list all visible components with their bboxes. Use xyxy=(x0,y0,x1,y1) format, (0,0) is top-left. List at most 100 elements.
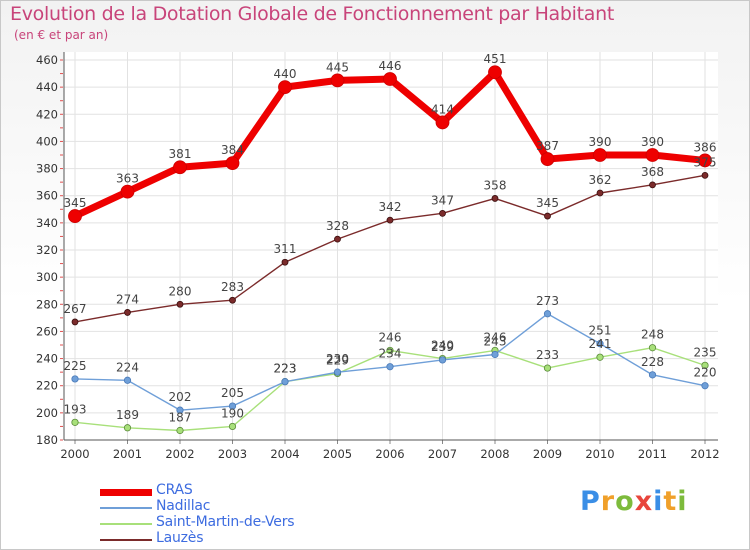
data-label-nadillac: 224 xyxy=(116,360,139,374)
data-label-lauz-s: 368 xyxy=(641,165,664,179)
data-point-lauz-s xyxy=(596,189,604,197)
data-label-lauz-s: 274 xyxy=(116,292,139,306)
data-label-nadillac: 243 xyxy=(484,335,507,349)
data-point-nadillac xyxy=(386,363,394,371)
data-point-cras xyxy=(173,160,187,175)
data-point-cras xyxy=(383,72,397,86)
data-point-nadillac xyxy=(543,310,552,318)
data-point-nadillac xyxy=(71,375,79,383)
y-tick-label: 380 xyxy=(36,162,58,176)
data-label-saint-martin-de-vers: 190 xyxy=(221,406,244,420)
data-label-nadillac: 205 xyxy=(221,386,244,400)
data-label-saint-martin-de-vers: 229 xyxy=(326,354,349,368)
data-label-lauz-s: 375 xyxy=(694,155,717,169)
data-point-nadillac xyxy=(648,371,657,379)
legend-label: CRAS xyxy=(156,482,193,498)
data-label-nadillac: 220 xyxy=(694,366,717,380)
data-point-saint-martin-de-vers xyxy=(543,364,552,372)
data-label-nadillac: 230 xyxy=(326,352,349,366)
y-tick-label: 400 xyxy=(36,134,58,148)
data-label-nadillac: 273 xyxy=(536,294,559,308)
y-tick-label: 280 xyxy=(36,297,58,311)
x-tick-label: 2003 xyxy=(218,447,247,461)
data-label-saint-martin-de-vers: 223 xyxy=(274,362,297,376)
legend-swatch xyxy=(100,539,152,541)
data-label-nadillac: 239 xyxy=(431,340,454,354)
data-label-lauz-s: 342 xyxy=(379,200,402,214)
data-label-cras: 445 xyxy=(326,60,349,74)
data-label-cras: 451 xyxy=(484,52,507,66)
data-point-cras xyxy=(593,148,607,162)
data-point-nadillac xyxy=(123,376,132,384)
data-point-nadillac xyxy=(281,378,289,386)
data-point-saint-martin-de-vers xyxy=(648,344,657,352)
data-point-saint-martin-de-vers xyxy=(701,361,709,369)
data-point-cras xyxy=(435,115,450,130)
chart-title: Evolution de la Dotation Globale de Fonc… xyxy=(10,3,615,25)
data-label-cras: 386 xyxy=(694,140,717,154)
data-label-saint-martin-de-vers: 189 xyxy=(116,408,139,422)
y-tick-label: 440 xyxy=(36,80,58,94)
data-label-lauz-s: 362 xyxy=(589,173,612,187)
y-tick-label: 420 xyxy=(36,107,58,121)
legend-label: Nadillac xyxy=(156,498,211,514)
data-label-saint-martin-de-vers: 233 xyxy=(536,348,559,362)
data-label-saint-martin-de-vers: 193 xyxy=(64,402,87,416)
data-point-lauz-s xyxy=(334,235,341,243)
data-label-saint-martin-de-vers: 235 xyxy=(694,345,717,359)
data-point-nadillac xyxy=(438,356,447,364)
legend-swatch xyxy=(100,507,152,509)
data-point-saint-martin-de-vers xyxy=(228,422,237,431)
data-point-nadillac xyxy=(701,382,709,390)
logo-letter: r xyxy=(600,486,616,517)
y-tick-label: 260 xyxy=(36,324,58,338)
y-tick-label: 220 xyxy=(36,379,58,393)
data-label-saint-martin-de-vers: 240 xyxy=(431,339,454,353)
data-point-nadillac xyxy=(491,350,499,359)
data-point-nadillac xyxy=(176,406,184,414)
data-label-cras: 390 xyxy=(641,135,664,149)
data-label-nadillac: 202 xyxy=(169,390,192,404)
legend-label: Lauzès xyxy=(156,530,204,546)
data-label-saint-martin-de-vers: 241 xyxy=(589,337,612,351)
x-tick-label: 2004 xyxy=(270,447,299,461)
y-tick-label: 360 xyxy=(36,189,58,203)
data-label-cras: 345 xyxy=(64,196,87,210)
logo-letter: i xyxy=(677,486,688,517)
y-tick-label: 300 xyxy=(36,270,58,284)
data-point-cras xyxy=(68,209,82,223)
data-point-cras xyxy=(698,153,712,168)
data-label-saint-martin-de-vers: 246 xyxy=(379,330,402,344)
data-point-lauz-s xyxy=(701,171,709,179)
data-point-lauz-s xyxy=(439,209,446,217)
x-tick-label: 2011 xyxy=(638,447,667,461)
proxiti-logo: Proxiti xyxy=(580,486,688,517)
data-point-cras xyxy=(330,73,345,88)
legend-swatch xyxy=(100,488,152,496)
data-point-nadillac xyxy=(228,402,237,410)
data-label-cras: 446 xyxy=(379,59,402,73)
data-point-saint-martin-de-vers xyxy=(71,418,79,426)
data-label-lauz-s: 267 xyxy=(64,302,87,316)
y-tick-label: 200 xyxy=(36,406,58,420)
x-tick-label: 2010 xyxy=(585,447,614,461)
data-point-cras xyxy=(645,148,660,162)
data-label-nadillac: 223 xyxy=(274,362,297,376)
data-label-saint-martin-de-vers: 187 xyxy=(169,411,192,425)
y-tick-label: 340 xyxy=(36,216,58,230)
data-point-saint-martin-de-vers xyxy=(386,346,394,355)
data-label-nadillac: 225 xyxy=(64,359,87,373)
x-tick-label: 2006 xyxy=(375,447,404,461)
data-label-cras: 384 xyxy=(221,143,244,157)
data-label-cras: 390 xyxy=(589,135,612,149)
data-label-lauz-s: 345 xyxy=(536,196,559,210)
chart-subtitle: (en € et par an) xyxy=(14,28,109,42)
data-label-lauz-s: 283 xyxy=(221,280,244,294)
data-label-nadillac: 228 xyxy=(641,355,664,369)
plot-area xyxy=(64,52,718,440)
data-point-cras xyxy=(540,152,555,166)
data-label-lauz-s: 280 xyxy=(169,284,192,298)
data-label-cras: 387 xyxy=(536,139,559,153)
data-label-cras: 381 xyxy=(169,147,192,161)
data-point-lauz-s xyxy=(281,258,289,266)
